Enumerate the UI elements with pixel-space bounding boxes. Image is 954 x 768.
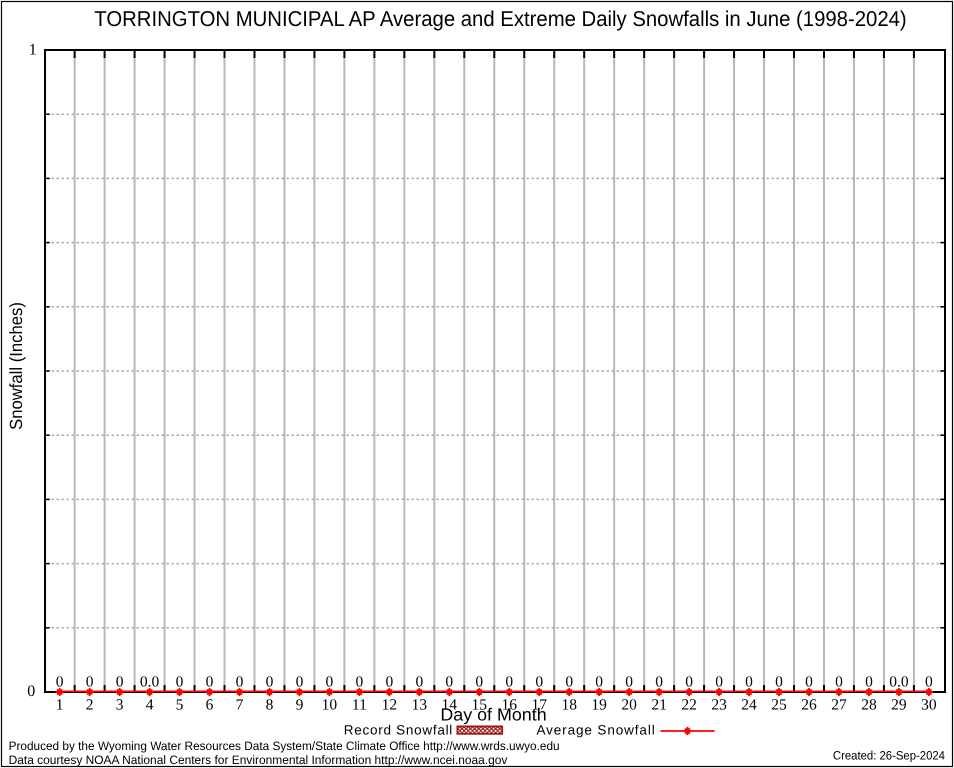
svg-text:23: 23 [711,697,727,714]
svg-text:0: 0 [56,674,64,691]
svg-text:0: 0 [925,674,933,691]
svg-text:18: 18 [561,697,577,714]
svg-text:13: 13 [412,697,428,714]
svg-text:2: 2 [86,697,94,714]
svg-text:0: 0 [865,674,873,691]
svg-text:Record Snowfall: Record Snowfall [344,722,453,737]
svg-text:0: 0 [296,674,304,691]
svg-text:27: 27 [831,697,847,714]
svg-text:7: 7 [236,697,244,714]
svg-text:30: 30 [921,697,937,714]
svg-text:0: 0 [655,674,663,691]
svg-text:15: 15 [472,697,488,714]
svg-text:14: 14 [442,697,458,714]
svg-text:28: 28 [861,697,877,714]
svg-text:11: 11 [352,697,367,714]
svg-text:0: 0 [236,674,244,691]
svg-text:17: 17 [531,697,547,714]
svg-text:5: 5 [176,697,184,714]
svg-text:0: 0 [685,674,693,691]
svg-text:4: 4 [146,697,154,714]
svg-text:0: 0 [505,674,513,691]
svg-text:0: 0 [415,674,423,691]
svg-text:0: 0 [356,674,364,691]
svg-text:0: 0 [565,674,573,691]
svg-text:0: 0 [535,674,543,691]
svg-text:0: 0 [206,674,214,691]
svg-text:Day of Month: Day of Month [440,705,546,725]
svg-text:0: 0 [116,674,124,691]
svg-text:0: 0 [27,683,35,700]
svg-text:0: 0 [445,674,453,691]
svg-text:0: 0 [805,674,813,691]
svg-text:Average Snowfall: Average Snowfall [537,722,655,737]
svg-text:0: 0 [176,674,184,691]
svg-text:0: 0 [385,674,393,691]
svg-text:TORRINGTON MUNICIPAL AP Averag: TORRINGTON MUNICIPAL AP Average and Extr… [94,7,906,31]
svg-text:0: 0 [595,674,603,691]
svg-text:12: 12 [382,697,398,714]
svg-text:0.0: 0.0 [889,674,909,691]
svg-text:24: 24 [741,697,757,714]
svg-text:19: 19 [591,697,607,714]
svg-text:9: 9 [296,697,304,714]
svg-text:22: 22 [681,697,697,714]
svg-text:0: 0 [745,674,753,691]
svg-text:25: 25 [771,697,787,714]
svg-text:6: 6 [206,697,214,714]
svg-text:0: 0 [625,674,633,691]
svg-text:Produced by the Wyoming Water: Produced by the Wyoming Water Resources … [9,739,560,753]
svg-text:0: 0 [715,674,723,691]
svg-text:20: 20 [621,697,637,714]
svg-text:26: 26 [801,697,817,714]
svg-text:0: 0 [266,674,274,691]
svg-text:0: 0 [326,674,334,691]
svg-text:29: 29 [891,697,907,714]
svg-text:0: 0 [775,674,783,691]
svg-text:8: 8 [266,697,274,714]
svg-text:16: 16 [502,697,518,714]
svg-text:3: 3 [116,697,124,714]
svg-text:1: 1 [29,41,37,58]
svg-text:0: 0 [475,674,483,691]
svg-text:21: 21 [651,697,667,714]
svg-text:1: 1 [56,697,64,714]
svg-text:Data courtesy NOAA National Ce: Data courtesy NOAA National Centers for … [9,753,509,767]
svg-text:Created: 26-Sep-2024: Created: 26-Sep-2024 [833,749,945,763]
svg-text:0: 0 [835,674,843,691]
svg-text:10: 10 [322,697,338,714]
svg-text:Snowfall (Inches): Snowfall (Inches) [6,302,26,430]
svg-text:0.0: 0.0 [140,674,160,691]
svg-text:0: 0 [86,674,94,691]
